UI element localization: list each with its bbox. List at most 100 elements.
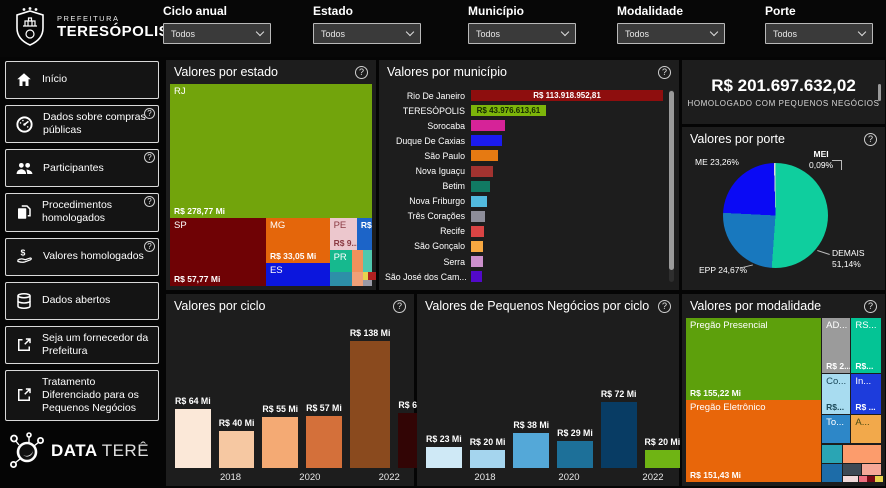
people-icon <box>16 162 33 174</box>
treemap-tile[interactable]: PE R$ 9... <box>329 218 357 250</box>
help-icon[interactable]: ? <box>864 132 877 146</box>
treemap-tile[interactable]: ES <box>265 262 330 286</box>
pie-label-me: ME 23,26% <box>695 157 739 167</box>
axis-tick-label: 2022 <box>378 472 400 483</box>
treemap-tile[interactable] <box>362 279 372 286</box>
sidebar-item-dados-abertos[interactable]: Dados abertos <box>5 281 159 320</box>
bar-category-label: Recife <box>440 226 465 237</box>
bar[interactable] <box>471 120 505 132</box>
treemap-tile[interactable] <box>367 271 376 280</box>
treemap-tile[interactable] <box>362 271 371 280</box>
column-bar[interactable]: R$ 55 Mi <box>262 404 299 468</box>
treemap-tile[interactable]: A... <box>851 414 881 444</box>
bar[interactable] <box>471 210 486 222</box>
scrollbar-thumb[interactable] <box>878 84 881 101</box>
treemap-tile[interactable] <box>822 463 842 482</box>
treemap-tile[interactable] <box>362 249 372 272</box>
help-icon[interactable]: ? <box>144 152 155 164</box>
treemap-tile[interactable] <box>866 476 875 482</box>
column-bar[interactable]: R$ 23 Mi <box>426 434 462 468</box>
sidebar-item-dados-compras[interactable]: ? Dados sobre compras públicas <box>5 105 159 144</box>
bar[interactable] <box>471 150 498 162</box>
filter-porte-dropdown[interactable]: Todos <box>765 23 873 44</box>
bar-value-label: R$ 29 Mi <box>557 428 593 439</box>
help-icon[interactable]: ? <box>144 240 155 252</box>
panel-title: Valores por modalidade <box>690 299 822 313</box>
treemap-tile[interactable] <box>874 476 883 482</box>
bar[interactable] <box>471 256 483 268</box>
filter-estado-dropdown[interactable]: Todos <box>313 23 421 44</box>
treemap-tile[interactable]: SP R$ 57,77 Mi <box>170 218 266 286</box>
column-bar[interactable]: R$ 40 Mi <box>218 418 255 468</box>
treemap-tile[interactable]: Pregão Presencial R$ 155,22 Mi <box>686 318 821 400</box>
treemap-tile[interactable] <box>329 271 352 286</box>
chevron-down-icon <box>857 27 867 37</box>
treemap-tile[interactable] <box>862 463 881 476</box>
treemap-tile[interactable] <box>351 249 363 272</box>
filter-modalidade-dropdown[interactable]: Todos <box>617 23 725 44</box>
treemap-tile[interactable]: R$... <box>356 218 372 250</box>
help-icon[interactable]: ? <box>658 299 671 313</box>
bar[interactable] <box>471 180 491 192</box>
panel-valores-por-estado: Valores por estado ? RJ R$ 278,77 Mi SP … <box>166 60 376 290</box>
sidebar-item-participantes[interactable]: ? Participantes <box>5 149 159 188</box>
column-bar[interactable]: R$ 72 Mi <box>600 389 637 468</box>
treemap-tile[interactable]: AD... R$ 2... <box>822 318 850 373</box>
bar[interactable] <box>471 240 484 252</box>
treemap-tile[interactable]: Pregão Eletrônico R$ 151,43 Mi <box>686 400 821 482</box>
bar[interactable]: R$ 113.918.952,81 <box>471 90 663 102</box>
treemap-tile[interactable]: MG R$ 33,05 Mi <box>265 218 330 263</box>
column-bar[interactable]: R$ 138 Mi <box>349 328 391 468</box>
treemap-tile[interactable] <box>859 476 868 482</box>
bar[interactable] <box>471 135 502 147</box>
treemap-tile[interactable] <box>822 444 842 464</box>
treemap-tile[interactable] <box>842 444 881 464</box>
column-bar[interactable]: R$ 29 Mi <box>557 428 593 468</box>
scrollbar-thumb[interactable] <box>669 91 674 270</box>
treemap-tile[interactable]: In... R$ ... <box>851 374 881 414</box>
bar-row: Serra <box>385 254 663 269</box>
treemap-tile[interactable]: RS... R$... <box>851 318 881 373</box>
bar-row: São Gonçalo <box>385 239 663 254</box>
bar[interactable] <box>471 225 485 237</box>
treemap-tile[interactable]: Co... R$... <box>822 374 850 414</box>
column-bar[interactable]: R$ 64 Mi <box>175 396 211 468</box>
filter-porte: Porte Todos <box>765 4 873 44</box>
filter-ciclo-anual-dropdown[interactable]: Todos <box>163 23 271 44</box>
column-bar[interactable]: R$ 57 Mi <box>306 403 342 468</box>
help-icon[interactable]: ? <box>864 299 877 313</box>
sidebar-item-valores[interactable]: ? $ Valores homologados <box>5 237 159 276</box>
bar-value-label: R$ 138 Mi <box>349 328 391 339</box>
treemap-tile[interactable] <box>842 463 862 476</box>
treemap-tile[interactable]: PR <box>329 249 352 272</box>
bar-category-label: Duque De Caxias <box>396 135 465 146</box>
kpi-value: R$ 201.697.632,02 <box>711 76 856 95</box>
column-bar[interactable]: R$ 20 Mi <box>644 437 681 468</box>
bar[interactable] <box>471 195 488 207</box>
column-bar[interactable]: R$ 20 Mi <box>469 437 506 468</box>
scrollbar-track <box>669 90 674 282</box>
treemap-tile[interactable]: To... <box>822 414 850 444</box>
help-icon[interactable]: ? <box>144 108 155 119</box>
help-icon[interactable]: ? <box>144 196 155 208</box>
treemap-tile[interactable]: RJ R$ 278,77 Mi <box>170 84 372 219</box>
bar[interactable] <box>471 165 494 177</box>
help-icon[interactable]: ? <box>393 299 406 313</box>
sidebar-item-inicio[interactable]: Início <box>5 61 159 99</box>
sidebar-item-fornecedor[interactable]: Seja um fornecedor da Prefeitura <box>5 325 159 364</box>
sidebar-item-tratamento-diferenciado[interactable]: Tratamento Diferenciado para os Pequenos… <box>5 369 159 422</box>
help-icon[interactable]: ? <box>658 65 671 79</box>
bar[interactable]: R$ 43.976.613,61 <box>471 105 546 117</box>
panel-title: Valores por município <box>387 65 507 79</box>
treemap-tile[interactable] <box>351 271 363 286</box>
panel-valores-por-modalidade: Valores por modalidade ? Pregão Presenci… <box>682 294 885 486</box>
ciclo-x-axis: 2018 2020 2022 <box>166 472 414 483</box>
bar[interactable] <box>471 271 482 283</box>
column-bar[interactable]: R$ 38 Mi <box>513 420 550 468</box>
filter-municipio-dropdown[interactable]: Todos <box>468 23 576 44</box>
help-icon[interactable]: ? <box>355 65 368 79</box>
estado-treemap: RJ R$ 278,77 Mi SP R$ 57,77 Mi MG R$ 33,… <box>170 84 376 286</box>
sidebar-item-procedimentos[interactable]: ? Procedimentos homologados <box>5 193 159 232</box>
porte-pie[interactable] <box>723 163 828 268</box>
treemap-tile[interactable] <box>842 476 859 482</box>
